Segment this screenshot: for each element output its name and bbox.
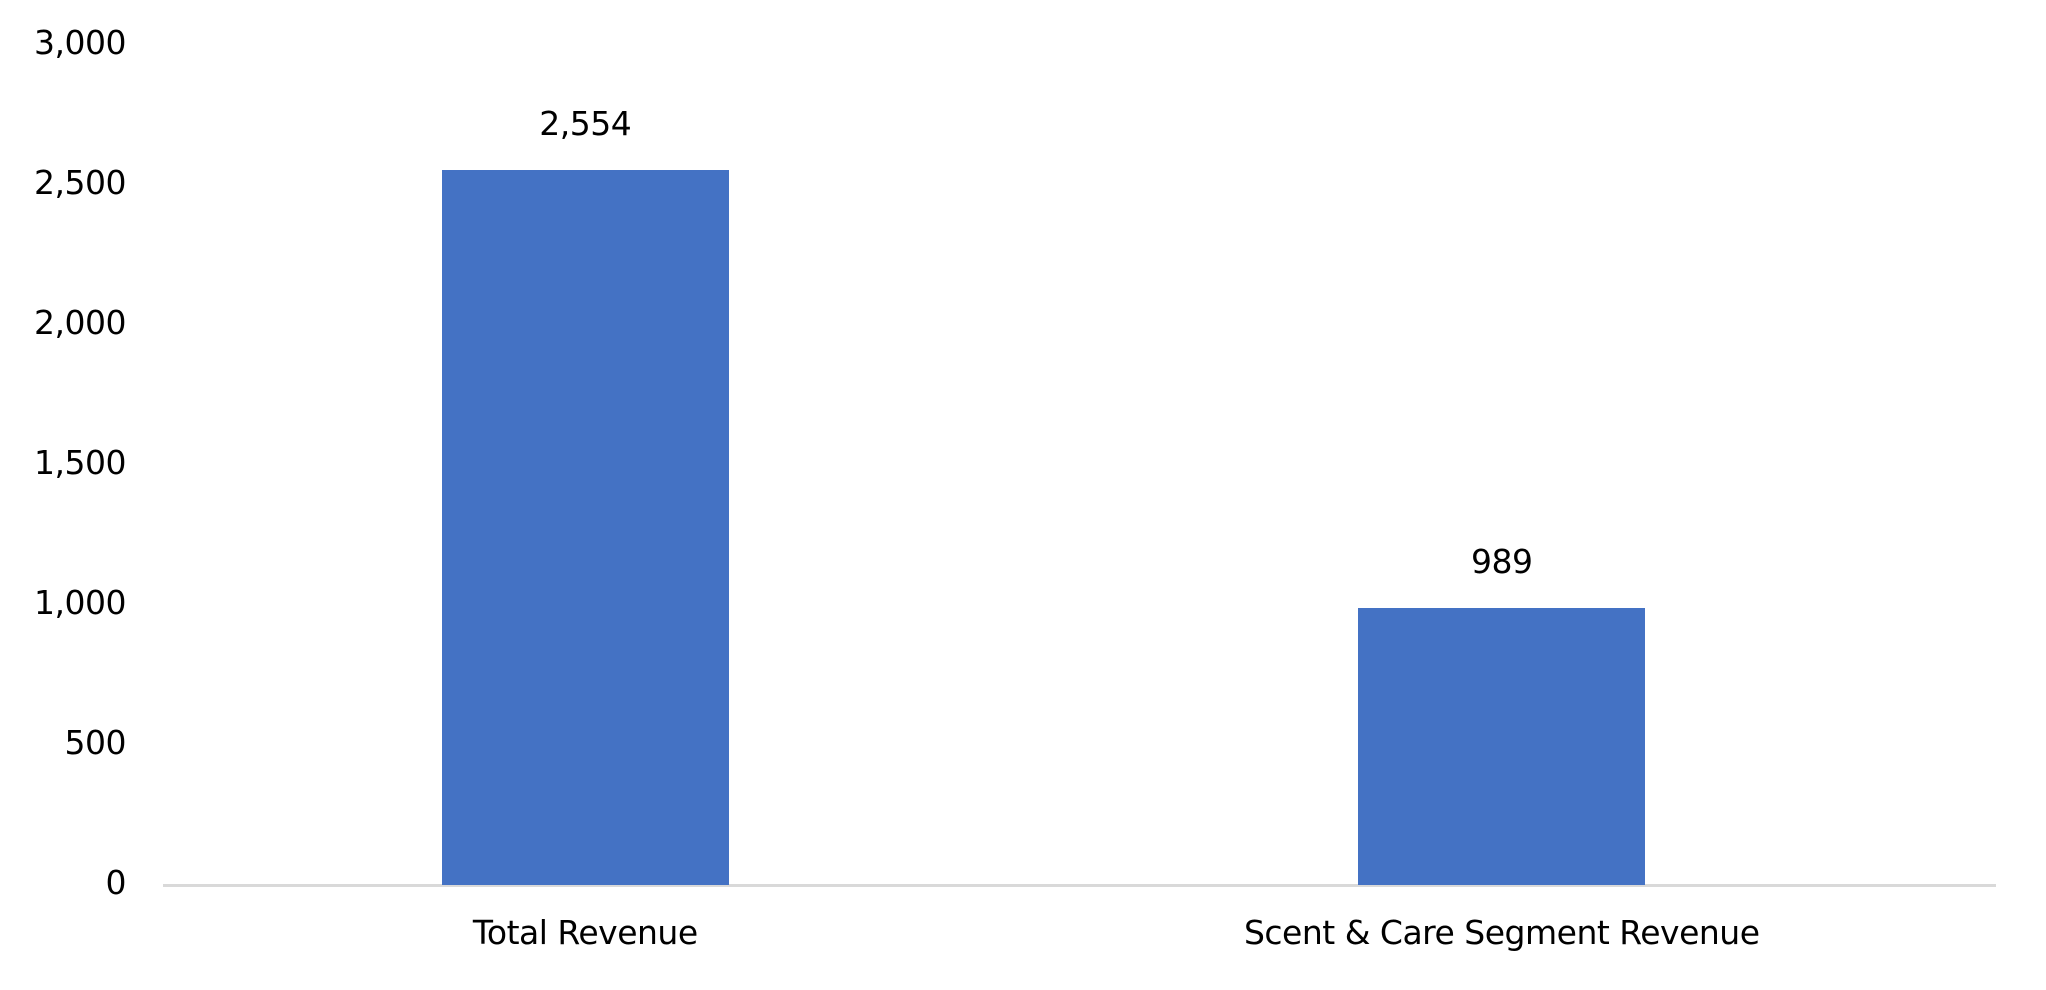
y-tick-label: 1,000: [34, 583, 126, 622]
y-tick-label: 500: [64, 723, 127, 762]
bar: [1358, 608, 1646, 885]
y-tick-label: 0: [105, 863, 127, 902]
y-tick-label: 2,000: [34, 303, 126, 342]
y-tick-label: 1,500: [34, 443, 126, 482]
x-tick-label: Scent & Care Segment Revenue: [1243, 913, 1760, 952]
bar-data-label: 2,554: [539, 103, 632, 143]
y-tick-label: 3,000: [34, 23, 126, 62]
x-tick-label: Total Revenue: [472, 913, 698, 952]
y-tick-label: 2,500: [34, 163, 126, 202]
x-axis-line: [163, 884, 1996, 887]
bar-data-label: 989: [1471, 542, 1533, 582]
bar: [441, 169, 729, 885]
